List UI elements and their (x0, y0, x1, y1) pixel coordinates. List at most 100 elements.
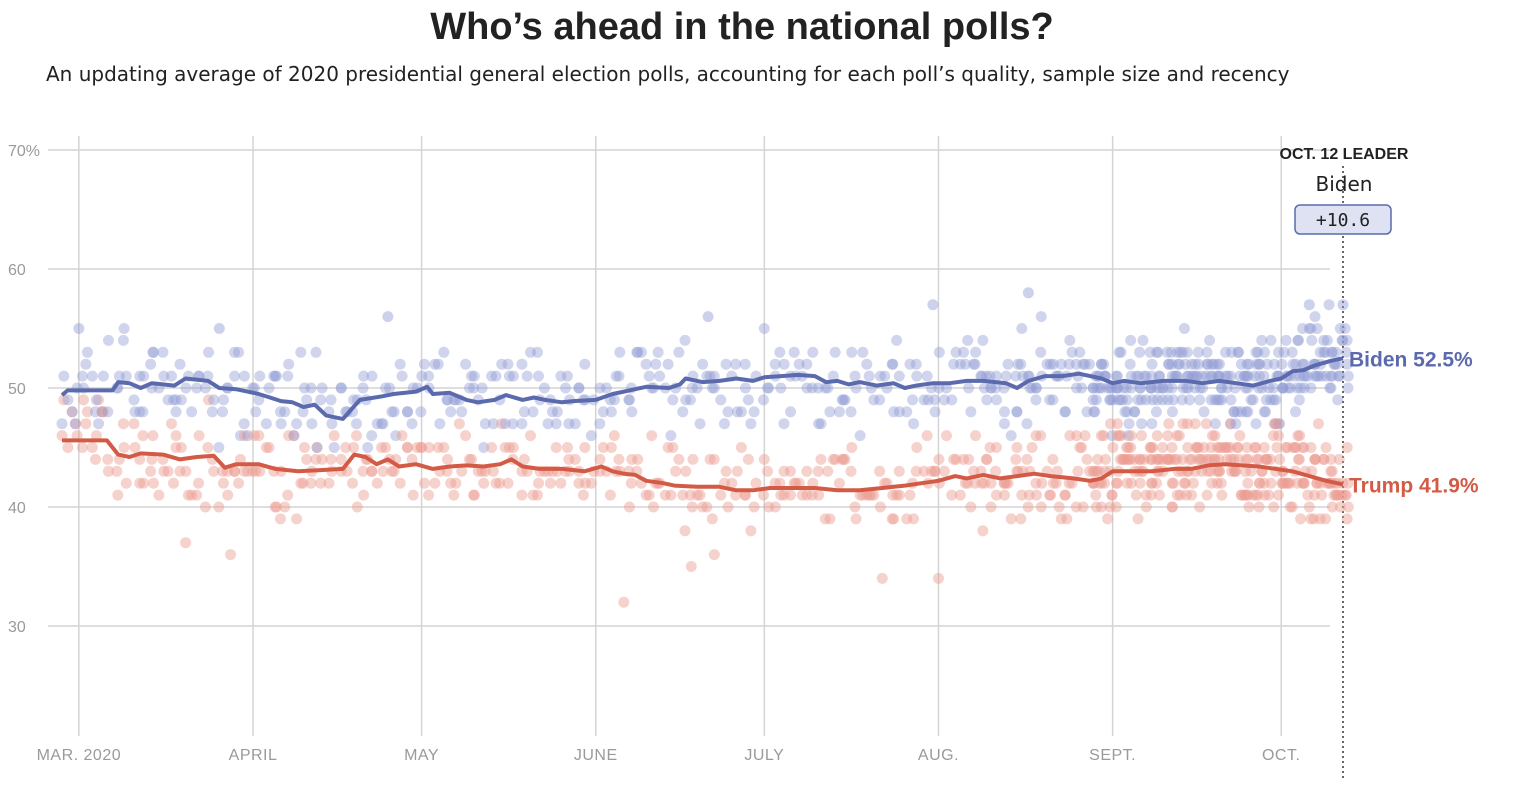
biden-poll-dot (1342, 382, 1354, 394)
trump-poll-dot (1186, 453, 1198, 465)
biden-poll-dot (958, 346, 970, 358)
biden-poll-dot (1306, 334, 1318, 346)
trump-poll-dot (222, 489, 234, 501)
biden-poll-dot (1201, 358, 1213, 370)
biden-poll-dot (1326, 370, 1338, 382)
biden-poll-dot (1150, 406, 1162, 418)
biden-poll-dot (1147, 394, 1159, 406)
biden-poll-dot (275, 418, 287, 430)
leader-callout: OCT. 12 LEADER Biden +10.6 (1280, 146, 1409, 235)
trump-poll-dot (153, 489, 165, 501)
biden-poll-dot (518, 406, 530, 418)
biden-poll-dot (1171, 346, 1183, 358)
biden-poll-dot (1225, 370, 1237, 382)
biden-poll-dot (1124, 358, 1136, 370)
biden-poll-dot (456, 406, 468, 418)
trump-poll-dot (533, 477, 545, 489)
biden-poll-dot (1140, 394, 1152, 406)
trump-poll-dot (147, 430, 159, 442)
biden-poll-dot (311, 442, 323, 453)
trump-poll-dot (829, 453, 841, 465)
biden-poll-dot (901, 406, 913, 418)
biden-poll-dot (1324, 382, 1336, 394)
biden-poll-dot (888, 406, 900, 418)
biden-poll-dot (1239, 370, 1251, 382)
biden-poll-dot (990, 370, 1002, 382)
trump-poll-dot (1253, 453, 1265, 465)
trump-poll-dot (1157, 453, 1169, 465)
biden-poll-dot (254, 370, 266, 382)
biden-poll-dot (1305, 382, 1317, 394)
biden-poll-dot (1252, 346, 1264, 358)
biden-poll-dot (813, 418, 825, 430)
trump-poll-dot (929, 465, 941, 477)
biden-poll-dot (1256, 334, 1268, 346)
biden-poll-dot (594, 418, 606, 430)
biden-poll-dot (605, 406, 617, 418)
biden-poll-dot (113, 370, 125, 382)
biden-poll-dot (1320, 370, 1332, 382)
biden-poll-dot (295, 346, 307, 358)
biden-poll-dot (1280, 334, 1292, 346)
biden-poll-dot (96, 406, 108, 418)
biden-poll-dot (1079, 358, 1091, 370)
biden-poll-dot (1178, 323, 1190, 334)
trump-poll-dot (845, 465, 857, 477)
trump-poll-dot (778, 465, 790, 477)
trump-poll-dot (282, 489, 294, 501)
biden-poll-dot (686, 382, 698, 394)
biden-poll-dot (299, 382, 311, 394)
biden-poll-dot (1011, 406, 1023, 418)
trump-poll-dot (291, 513, 303, 525)
trump-poll-dot (1115, 430, 1127, 442)
biden-poll-dot (86, 370, 98, 382)
biden-poll-dot (650, 358, 662, 370)
trump-poll-dot (1211, 477, 1223, 489)
trump-poll-dot (1005, 513, 1017, 525)
biden-poll-dot (1250, 346, 1262, 358)
biden-poll-dot (1074, 346, 1086, 358)
trump-poll-dot (490, 477, 502, 489)
trump-poll-dot (1125, 430, 1137, 442)
trump-poll-dot (1211, 465, 1223, 477)
trump-poll-dot (1229, 465, 1241, 477)
biden-poll-dot (1153, 370, 1165, 382)
biden-poll-dot (762, 382, 774, 394)
trump-poll-dot (1251, 453, 1263, 465)
biden-poll-dot (297, 406, 309, 418)
biden-poll-dot (463, 382, 475, 394)
trump-poll-dot (1174, 489, 1186, 501)
trump-poll-dot (1071, 430, 1083, 442)
biden-poll-dot (1145, 382, 1157, 394)
biden-poll-dot (1341, 334, 1353, 346)
trump-poll-dot (901, 513, 913, 525)
biden-poll-dot (1333, 370, 1345, 382)
trump-poll-dot (138, 477, 150, 489)
trump-poll-dot (1102, 513, 1114, 525)
trump-poll-dot (1120, 442, 1132, 453)
biden-poll-dot (1276, 358, 1288, 370)
trump-poll-dot (1177, 418, 1189, 430)
trump-poll-dot (1030, 489, 1042, 501)
biden-poll-dot (145, 358, 157, 370)
trump-poll-dot (1162, 430, 1174, 442)
biden-poll-dot (165, 370, 177, 382)
biden-poll-dot (1030, 382, 1042, 394)
trump-poll-dot (1231, 442, 1243, 453)
biden-poll-dot (1253, 370, 1265, 382)
trump-poll-dot (1330, 489, 1342, 501)
biden-poll-dot (1274, 418, 1286, 430)
biden-poll-dot (918, 394, 930, 406)
biden-poll-dot (969, 358, 981, 370)
biden-poll-dot (984, 370, 996, 382)
biden-poll-dot (376, 418, 388, 430)
trump-poll-dot (478, 477, 490, 489)
trump-poll-dot (1297, 477, 1309, 489)
trump-poll-dot (775, 489, 787, 501)
biden-poll-dot (623, 394, 635, 406)
trump-poll-dot (763, 501, 775, 513)
trump-poll-dot (819, 513, 831, 525)
trump-poll-dot (1253, 477, 1265, 489)
trump-poll-dot (170, 430, 182, 442)
trump-poll-dot (1059, 489, 1071, 501)
